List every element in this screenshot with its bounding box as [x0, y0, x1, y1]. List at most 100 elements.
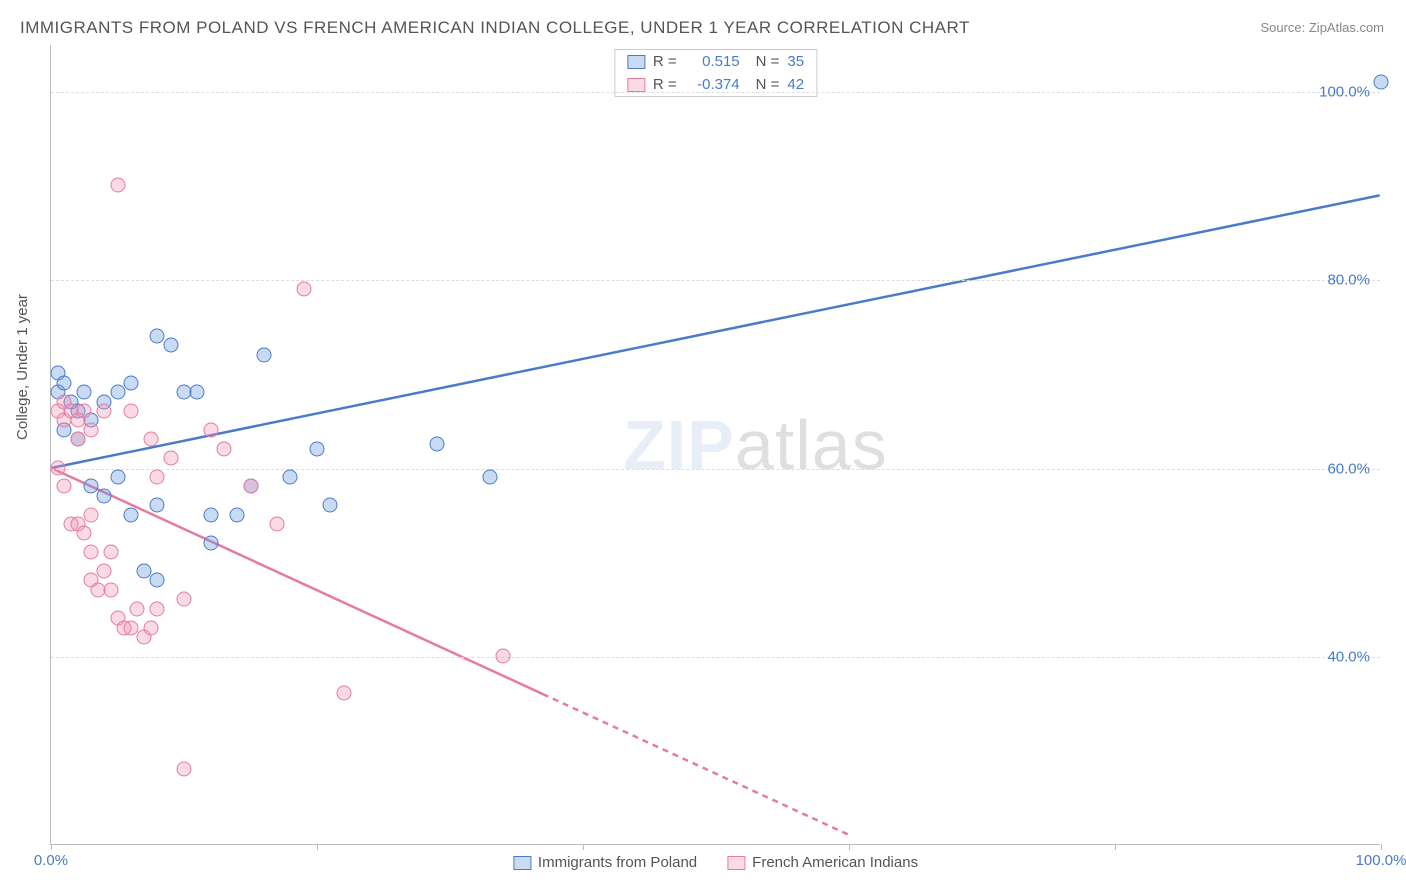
scatter-point-poland — [150, 573, 165, 588]
scatter-point-poland — [110, 469, 125, 484]
scatter-point-french — [163, 451, 178, 466]
scatter-point-french — [70, 432, 85, 447]
scatter-point-poland — [230, 507, 245, 522]
y-tick-label: 60.0% — [1327, 460, 1370, 477]
x-tick — [583, 844, 584, 850]
x-tick — [849, 844, 850, 850]
scatter-point-french — [143, 432, 158, 447]
scatter-point-poland — [203, 507, 218, 522]
legend-item-french: French American Indians — [727, 854, 918, 871]
scatter-point-french — [77, 526, 92, 541]
scatter-point-poland — [482, 469, 497, 484]
scatter-point-poland — [110, 385, 125, 400]
legend-swatch-poland — [513, 856, 531, 870]
x-tick — [1381, 844, 1382, 850]
gridline — [51, 469, 1380, 470]
scatter-point-poland — [429, 437, 444, 452]
chart-title: IMMIGRANTS FROM POLAND VS FRENCH AMERICA… — [20, 18, 970, 38]
watermark: ZIPatlas — [623, 405, 888, 485]
n-value: 42 — [787, 76, 804, 93]
legend-label: Immigrants from Poland — [538, 854, 697, 871]
scatter-point-french — [130, 601, 145, 616]
y-axis-label: College, Under 1 year — [14, 294, 31, 440]
n-label: N = — [756, 76, 780, 93]
r-label: R = — [653, 53, 677, 70]
scatter-point-poland — [137, 564, 152, 579]
scatter-point-poland — [310, 441, 325, 456]
scatter-point-poland — [190, 385, 205, 400]
scatter-point-poland — [256, 347, 271, 362]
x-tick — [51, 844, 52, 850]
scatter-point-french — [216, 441, 231, 456]
r-value: 0.515 — [685, 53, 740, 70]
gridline — [51, 280, 1380, 281]
y-tick-label: 40.0% — [1327, 648, 1370, 665]
scatter-point-french — [150, 601, 165, 616]
y-tick-label: 80.0% — [1327, 272, 1370, 289]
x-tick — [317, 844, 318, 850]
scatter-point-french — [123, 620, 138, 635]
watermark-zip: ZIP — [623, 406, 735, 484]
legend-label: French American Indians — [752, 854, 918, 871]
scatter-point-french — [97, 564, 112, 579]
scatter-point-french — [50, 460, 65, 475]
scatter-point-french — [496, 648, 511, 663]
scatter-point-french — [177, 761, 192, 776]
x-tick-label: 0.0% — [34, 852, 68, 869]
stats-legend-box: R = 0.515 N = 35 R = -0.374 N = 42 — [614, 49, 817, 97]
scatter-point-french — [143, 620, 158, 635]
trend-lines-svg — [51, 45, 1380, 844]
scatter-point-french — [296, 281, 311, 296]
x-tick — [1115, 844, 1116, 850]
trendline-french-dashed — [543, 694, 849, 835]
scatter-point-french — [177, 592, 192, 607]
r-label: R = — [653, 76, 677, 93]
scatter-point-poland — [283, 469, 298, 484]
scatter-point-poland — [97, 488, 112, 503]
scatter-point-french — [103, 545, 118, 560]
legend-swatch-french — [627, 78, 645, 92]
watermark-atlas: atlas — [735, 406, 888, 484]
plot-area: ZIPatlas R =0.515N =35R =-0.374N =42 Imm… — [50, 45, 1380, 845]
series-legend: Immigrants from Poland French American In… — [513, 854, 918, 871]
r-value: -0.374 — [685, 76, 740, 93]
gridline — [51, 657, 1380, 658]
x-tick-label: 100.0% — [1356, 852, 1406, 869]
scatter-point-french — [103, 582, 118, 597]
scatter-point-french — [203, 422, 218, 437]
scatter-point-french — [83, 507, 98, 522]
scatter-point-french — [336, 686, 351, 701]
gridline — [51, 92, 1380, 93]
trendline-poland — [51, 195, 1379, 468]
scatter-point-french — [243, 479, 258, 494]
source-attribution: Source: ZipAtlas.com — [1260, 20, 1384, 35]
scatter-point-poland — [123, 507, 138, 522]
scatter-point-poland — [83, 479, 98, 494]
scatter-point-poland — [77, 385, 92, 400]
scatter-point-poland — [1374, 74, 1389, 89]
scatter-point-poland — [323, 498, 338, 513]
trendline-french-solid — [51, 468, 542, 694]
scatter-point-french — [270, 517, 285, 532]
scatter-point-french — [110, 178, 125, 193]
y-tick-label: 100.0% — [1319, 84, 1370, 101]
stats-row-poland: R = 0.515 N = 35 — [615, 50, 816, 73]
scatter-point-french — [83, 545, 98, 560]
scatter-point-poland — [150, 328, 165, 343]
scatter-point-french — [57, 479, 72, 494]
scatter-point-poland — [57, 375, 72, 390]
scatter-point-french — [150, 469, 165, 484]
n-value: 35 — [787, 53, 804, 70]
scatter-point-poland — [203, 535, 218, 550]
scatter-point-poland — [163, 338, 178, 353]
scatter-point-french — [77, 404, 92, 419]
legend-swatch-poland — [627, 55, 645, 69]
legend-swatch-french — [727, 856, 745, 870]
legend-item-poland: Immigrants from Poland — [513, 854, 697, 871]
scatter-point-french — [97, 404, 112, 419]
n-label: N = — [756, 53, 780, 70]
scatter-point-poland — [150, 498, 165, 513]
scatter-point-french — [83, 422, 98, 437]
scatter-point-french — [123, 404, 138, 419]
scatter-point-poland — [123, 375, 138, 390]
